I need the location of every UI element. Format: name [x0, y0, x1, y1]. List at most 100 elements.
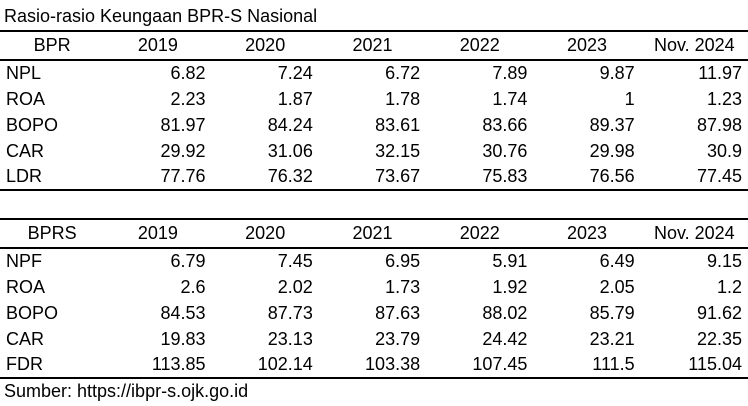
column-header: BPR	[33, 35, 71, 55]
table-cell: 88.02	[482, 302, 528, 323]
table-cell: 1	[624, 88, 635, 109]
table-cell: 6.95	[385, 251, 421, 271]
table-row: LDR 77.76 76.32 73.67 75.83 76.56 77.45	[0, 164, 748, 190]
table-cell: 91.62	[696, 302, 742, 323]
table-cell: 76.56	[589, 166, 635, 186]
table-cell: 24.42	[482, 328, 528, 349]
row-label: BOPO	[6, 114, 59, 135]
table-cell: 11.97	[698, 63, 742, 83]
table-cell: 111.5	[592, 354, 635, 374]
table-cell: 85.79	[589, 302, 635, 323]
table-cell: 87.63	[375, 302, 421, 323]
table-cell: 31.06	[267, 140, 313, 161]
table-cell: 113.85	[151, 354, 206, 374]
table-cell: 7.24	[277, 63, 313, 83]
row-label: FDR	[6, 354, 43, 374]
table-cell: 32.15	[375, 140, 421, 161]
table-cell: 7.89	[492, 63, 528, 83]
table-cell: 7.45	[277, 251, 313, 271]
table-cell: 2.02	[277, 276, 313, 297]
bprs-ratio-table: BPRS 2019 2020 2021 2022 2023 Nov. 2024 …	[0, 218, 748, 379]
table-cell: 81.97	[160, 114, 206, 135]
row-label: CAR	[6, 140, 45, 161]
table-row: ROA 2.6 2.02 1.73 1.92 2.05 1.2	[0, 274, 748, 300]
row-label: LDR	[6, 166, 43, 186]
column-header: Nov. 2024	[653, 35, 735, 55]
column-header: 2019	[137, 35, 178, 55]
row-label: ROA	[6, 88, 46, 109]
table-cell: 83.61	[375, 114, 421, 135]
column-header: 2023	[567, 223, 608, 243]
table-cell: 2.23	[170, 88, 206, 109]
column-header: 2020	[245, 35, 286, 55]
table-row: CAR 29.92 31.06 32.15 30.76 29.98 30.9	[0, 138, 748, 164]
table-cell: 29.92	[160, 140, 206, 161]
table-cell: 73.67	[375, 166, 421, 186]
column-header: 2023	[567, 35, 608, 55]
column-header: 2021	[352, 223, 393, 243]
table-cell: 89.37	[589, 114, 635, 135]
table-cell: 102.14	[257, 354, 313, 374]
table-cell: 6.79	[170, 251, 206, 271]
table-row: CAR 19.83 23.13 23.79 24.42 23.21 22.35	[0, 326, 748, 352]
table-cell: 30.76	[482, 140, 528, 161]
table-cell: 22.35	[696, 328, 742, 349]
table-row: NPF 6.79 7.45 6.95 5.91 6.49 9.15	[0, 248, 748, 274]
table-cell: 83.66	[482, 114, 528, 135]
table-header-row: BPRS 2019 2020 2021 2022 2023 Nov. 2024	[0, 219, 748, 248]
table-cell: 6.49	[599, 251, 635, 271]
table-cell: 23.21	[589, 328, 635, 349]
table-cell: 77.76	[160, 166, 206, 186]
source-note: Sumber: https://ibpr-s.ojk.go.id	[4, 381, 249, 401]
table-cell: 87.73	[267, 302, 313, 323]
table-cell: 2.05	[599, 276, 635, 297]
table-row: ROA 2.23 1.87 1.78 1.74 1 1.23	[0, 86, 748, 112]
column-header: 2022	[459, 35, 500, 55]
page-title: Rasio-rasio Keungaan BPR-S Nasional	[4, 6, 318, 26]
table-cell: 1.2	[716, 276, 742, 297]
table-cell: 9.15	[706, 251, 742, 271]
column-header: 2022	[459, 223, 500, 243]
row-label: ROA	[6, 276, 46, 297]
table-row: FDR 113.85 102.14 103.38 107.45 111.5 11…	[0, 352, 748, 378]
column-header: 2019	[137, 223, 178, 243]
row-label: CAR	[6, 328, 45, 349]
table-cell: 1.73	[385, 276, 421, 297]
row-label: NPF	[6, 251, 42, 271]
table-cell: 115.04	[688, 354, 742, 374]
column-header: 2020	[245, 223, 286, 243]
table-cell: 23.79	[375, 328, 421, 349]
table-cell: 5.91	[492, 251, 528, 271]
table-cell: 2.6	[180, 276, 206, 297]
column-header: 2021	[352, 35, 393, 55]
table-cell: 87.98	[696, 114, 742, 135]
table-cell: 19.83	[160, 328, 206, 349]
table-cell: 75.83	[482, 166, 528, 186]
table-cell: 1.87	[277, 88, 313, 109]
table-cell: 1.74	[492, 88, 528, 109]
table-cell: 1.23	[706, 88, 742, 109]
table-cell: 6.72	[385, 63, 421, 83]
table-cell: 107.45	[472, 354, 528, 374]
table-row: BOPO 84.53 87.73 87.63 88.02 85.79 91.62	[0, 300, 748, 326]
table-row: BOPO 81.97 84.24 83.61 83.66 89.37 87.98	[0, 112, 748, 138]
column-header: Nov. 2024	[653, 223, 735, 243]
row-label: BOPO	[6, 302, 59, 323]
table-row: NPL 6.82 7.24 6.72 7.89 9.87 11.97	[0, 60, 748, 86]
table-cell: 1.78	[385, 88, 421, 109]
row-label: NPL	[6, 63, 42, 83]
column-header: BPRS	[27, 223, 77, 243]
table-cell: 1.92	[492, 276, 528, 297]
table-cell: 29.98	[589, 140, 635, 161]
table-cell: 9.87	[599, 63, 635, 83]
table-cell: 30.9	[706, 140, 742, 161]
table-cell: 76.32	[267, 166, 313, 186]
table-cell: 84.24	[267, 114, 313, 135]
table-cell: 23.13	[267, 328, 313, 349]
table-cell: 6.82	[170, 63, 206, 83]
table-cell: 103.38	[365, 354, 421, 374]
table-cell: 84.53	[160, 302, 206, 323]
bpr-ratio-table: BPR 2019 2020 2021 2022 2023 Nov. 2024 N…	[0, 30, 748, 191]
table-cell: 77.45	[696, 166, 742, 186]
table-header-row: BPR 2019 2020 2021 2022 2023 Nov. 2024	[0, 31, 748, 60]
